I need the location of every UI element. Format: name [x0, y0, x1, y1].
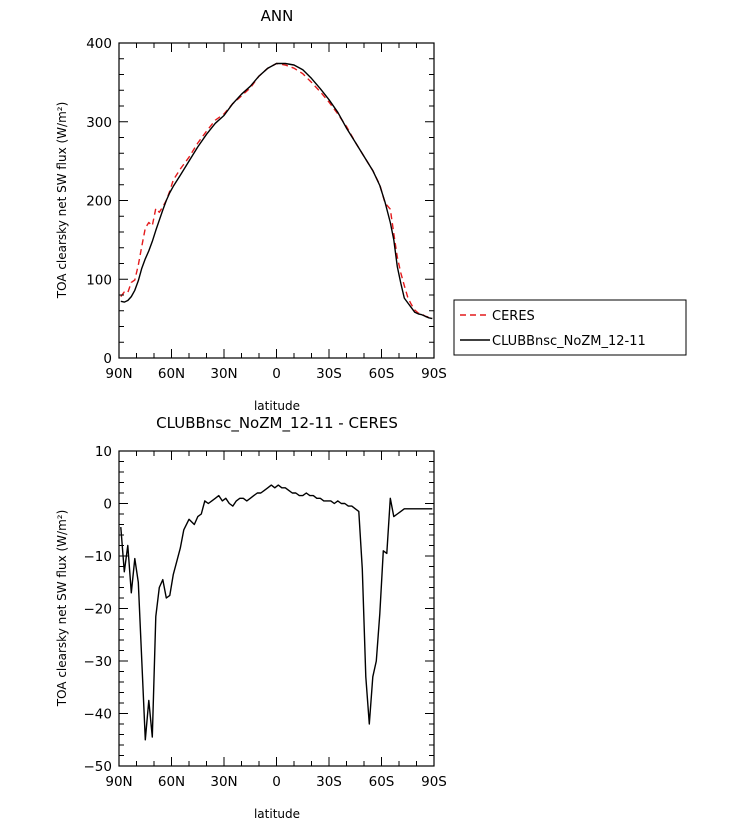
x-tick-label: 90S — [421, 774, 447, 790]
series-line-difference — [120, 484, 433, 741]
series-lines — [120, 62, 433, 320]
chart-title: CLUBBnsc_NoZM_12-11 - CERES — [156, 414, 398, 433]
y-axis-label: TOA clearsky net SW flux (W/m²) — [55, 510, 69, 708]
y-tick-label: 0 — [103, 351, 112, 367]
x-tick-label: 60S — [369, 366, 395, 382]
x-tick-label: 60N — [158, 366, 185, 382]
y-tick-label: −30 — [84, 654, 113, 670]
y-tick-label: 100 — [86, 272, 112, 288]
y-tick-label: −20 — [84, 602, 113, 618]
x-tick-label: 30S — [316, 774, 342, 790]
panel-annual-flux: ANN 90N 60N 30N 0 30S 60S 90S 0 100 200 300 400 lat… — [55, 7, 447, 413]
y-tick-label: −10 — [84, 549, 113, 565]
y-tick-label: 10 — [95, 444, 112, 460]
x-tick-label: 0 — [272, 774, 281, 790]
y-tick-label: 300 — [86, 115, 112, 131]
x-tick-label: 60S — [369, 774, 395, 790]
chart-title: ANN — [261, 7, 294, 25]
legend-box — [453, 299, 687, 356]
legend-label-ceres: CERES — [492, 309, 535, 324]
axis-ticks — [118, 42, 435, 359]
y-tick-label: 200 — [86, 194, 112, 210]
x-tick-label: 60N — [158, 774, 185, 790]
panel-difference: CLUBBnsc_NoZM_12-11 - CERES 90N 60N 30N 0 30… — [55, 414, 447, 821]
tick-labels: 90N 60N 30N 0 30S 60S 90S −50 −40 −30 −20 −10 0 10 — [84, 444, 447, 790]
legend: CERES CLUBBnsc_NoZM_12-11 — [453, 299, 687, 356]
x-tick-label: 30N — [210, 366, 237, 382]
plot-frame — [118, 450, 435, 767]
series-line-clubbnsc-nozm-12-11 — [120, 62, 433, 320]
x-axis-label: latitude — [254, 399, 300, 413]
x-axis-label: latitude — [254, 807, 300, 821]
legend-label-clubb: CLUBBnsc_NoZM_12-11 — [492, 334, 646, 349]
series-lines — [120, 484, 433, 741]
x-tick-label: 90N — [105, 774, 132, 790]
x-tick-label: 30S — [316, 366, 342, 382]
x-tick-label: 90N — [105, 366, 132, 382]
y-tick-label: −40 — [84, 707, 113, 723]
tick-labels: 90N 60N 30N 0 30S 60S 90S 0 100 200 300 400 — [86, 36, 447, 382]
x-tick-label: 30N — [210, 774, 237, 790]
y-tick-label: −50 — [84, 759, 113, 775]
axis-ticks — [118, 450, 435, 767]
y-axis-label: TOA clearsky net SW flux (W/m²) — [55, 102, 69, 300]
series-line-ceres — [120, 62, 433, 319]
y-tick-label: 0 — [103, 497, 112, 513]
y-tick-label: 400 — [86, 36, 112, 52]
x-tick-label: 90S — [421, 366, 447, 382]
x-tick-label: 0 — [272, 366, 281, 382]
